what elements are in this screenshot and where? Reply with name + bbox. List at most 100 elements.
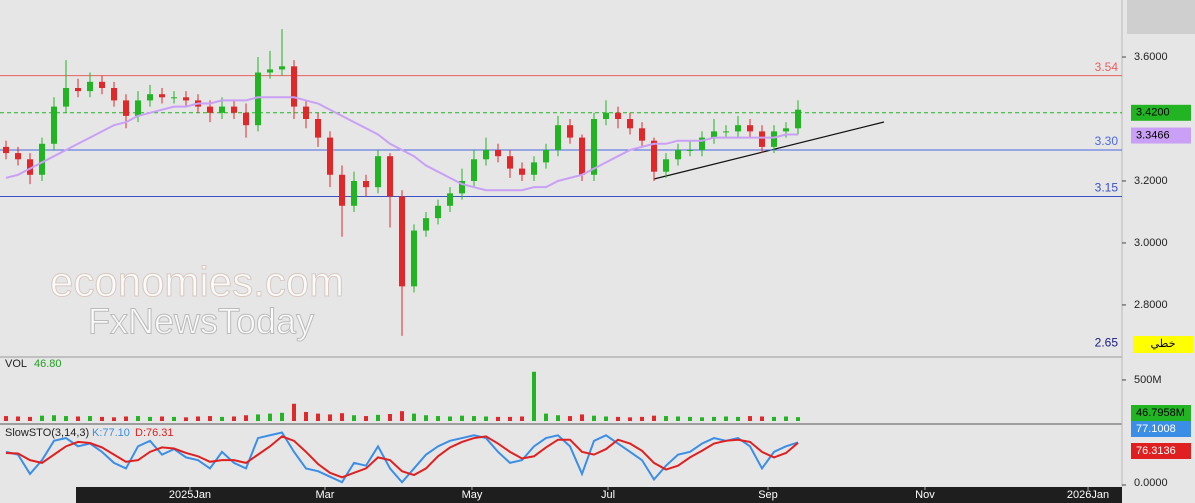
candle-body — [99, 81, 105, 89]
volume-bar — [556, 415, 560, 421]
x-tick-label: Jul — [601, 489, 615, 501]
corner-panel — [1127, 0, 1195, 34]
price-badge — [1131, 127, 1191, 144]
watermark: FxNewsToday — [88, 301, 314, 342]
candle-body — [291, 66, 297, 107]
volume-bar — [736, 416, 740, 421]
trend-line — [653, 121, 885, 180]
volume-bar — [232, 416, 236, 421]
candle-body — [15, 153, 21, 160]
candle-body — [747, 125, 753, 132]
volume-bar — [340, 413, 344, 421]
volume-bar — [88, 416, 92, 421]
candle-body — [3, 146, 9, 154]
volume-bar — [292, 403, 296, 421]
moving-average — [5, 96, 798, 192]
volume-bar — [304, 411, 308, 421]
volume-bar — [592, 415, 596, 421]
volume-bar — [532, 371, 536, 421]
candle-body — [375, 156, 381, 188]
candle-body — [279, 66, 285, 70]
volume-bar — [472, 416, 476, 421]
volume-bar — [628, 417, 632, 421]
y-tick-label: 3.2000 — [1134, 175, 1168, 187]
candle-body — [207, 106, 213, 113]
stoch-line — [5, 431, 799, 484]
volume-bar — [616, 416, 620, 421]
volume-bar — [268, 413, 272, 421]
candle-body — [147, 94, 153, 101]
x-tick-label: 2025Jan — [169, 489, 211, 501]
price-badge — [1131, 443, 1191, 459]
volume-bar — [544, 413, 548, 421]
volume-bar — [520, 416, 524, 421]
level-label: 3.30 — [1095, 134, 1119, 148]
level-label: 3.54 — [1095, 60, 1119, 74]
candle-body — [243, 112, 249, 126]
mode-label: خطي — [1151, 338, 1176, 350]
volume-bar — [604, 416, 608, 421]
candle-body — [51, 106, 57, 144]
time-axis — [76, 487, 1122, 503]
candle-body — [555, 125, 561, 150]
volume-bar — [640, 416, 644, 421]
volume-bar — [16, 416, 20, 421]
candle-body — [135, 100, 141, 116]
candle-body — [711, 131, 717, 138]
volume-bar — [160, 416, 164, 421]
candle-body — [795, 109, 801, 129]
x-tick-label: Sep — [758, 489, 778, 501]
candle-body — [327, 137, 333, 175]
candle-body — [363, 180, 369, 188]
volume-bar — [208, 416, 212, 421]
candle-body — [411, 230, 417, 287]
volume-bar — [664, 416, 668, 421]
level-label: 2.65 — [1095, 336, 1119, 350]
price-badge — [1131, 421, 1191, 437]
x-tick-label: 2026Jan — [1067, 489, 1109, 501]
candle-body — [627, 119, 633, 129]
candle-body — [663, 159, 669, 172]
y-tick-label: 3.6000 — [1134, 51, 1168, 63]
volume-bar — [184, 417, 188, 421]
candle-body — [459, 180, 465, 194]
volume-bar — [676, 416, 680, 421]
candle-body — [723, 131, 729, 133]
candle-body — [87, 81, 93, 92]
volume-bar — [136, 416, 140, 421]
x-tick-label: Mar — [315, 489, 334, 501]
volume-bar — [316, 413, 320, 421]
volume-bar — [64, 416, 68, 421]
volume-bar — [700, 417, 704, 421]
candle-body — [159, 94, 165, 98]
candle-body — [63, 88, 69, 107]
volume-bar — [196, 416, 200, 421]
badge-label: 3.4200 — [1136, 107, 1170, 119]
candle-body — [579, 137, 585, 175]
volume-bar — [496, 416, 500, 421]
badge-label: 77.1008 — [1136, 423, 1176, 435]
badge-label: 76.3136 — [1136, 445, 1176, 457]
volume-bar — [52, 415, 56, 421]
candle-body — [567, 125, 573, 138]
volume-bar — [352, 415, 356, 421]
volume-bar — [148, 416, 152, 421]
candle-body — [483, 149, 489, 160]
candle-body — [771, 131, 777, 147]
candle-body — [687, 149, 693, 151]
volume-bar — [376, 414, 380, 421]
volume-last: 46.80 — [34, 358, 62, 370]
volume-bar — [76, 416, 80, 421]
candle-body — [351, 180, 357, 206]
volume-bar — [508, 416, 512, 421]
candle-body — [387, 156, 393, 197]
volume-bar — [172, 416, 176, 421]
candle-body — [303, 106, 309, 119]
volume-bar — [580, 414, 584, 421]
stoch-title: SlowSTO(3,14,3) — [5, 427, 89, 439]
volume-bar — [688, 416, 692, 421]
candle-body — [339, 174, 345, 206]
candle-body — [447, 193, 453, 206]
volume-bar — [244, 415, 248, 421]
